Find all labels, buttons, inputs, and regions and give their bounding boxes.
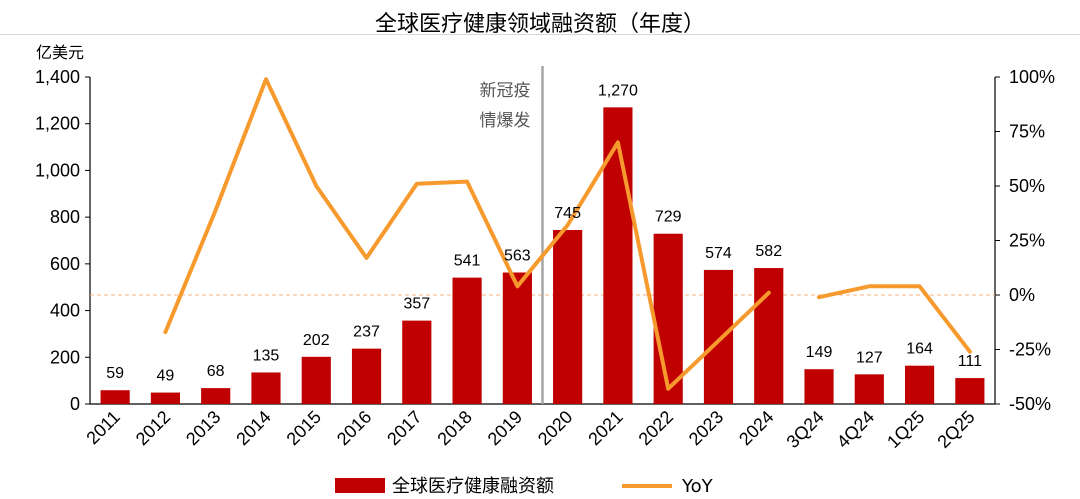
legend-line-label: YoY	[681, 476, 714, 497]
y2-tick-label: 0%	[1009, 285, 1035, 305]
data-label-2019: 563	[504, 247, 531, 264]
bar-2011	[100, 390, 130, 404]
data-label-2018: 541	[454, 253, 481, 270]
x-tick-label: 2020	[534, 407, 576, 449]
bar-1Q25	[905, 365, 935, 404]
y-axis-unit: 亿美元	[36, 43, 84, 62]
data-label-4Q24: 127	[856, 349, 883, 366]
legend-bar-swatch	[335, 478, 385, 493]
bar-2024	[754, 268, 784, 404]
y-tick-label: 0	[70, 394, 80, 414]
x-tick-label: 2012	[132, 407, 174, 449]
yoy-line-segment	[817, 284, 972, 354]
legend-bar-label: 全球医疗健康融资额	[392, 476, 554, 497]
data-label-2021: 1,270	[598, 82, 638, 99]
bar-2017	[402, 320, 432, 404]
chart-title: 全球医疗健康领域融资额（年度）	[374, 12, 705, 37]
x-tick-label: 2023	[685, 407, 727, 449]
data-label-2Q25: 111	[958, 353, 982, 370]
x-tick-label: 3Q24	[783, 407, 828, 452]
data-label-2024: 582	[755, 243, 782, 260]
y-tick-label: 1,400	[35, 67, 80, 87]
x-tick-label: 2018	[433, 407, 475, 449]
data-label-2023: 574	[705, 245, 732, 262]
y-tick-label: 800	[50, 207, 80, 227]
yoy-line-segment	[163, 77, 771, 391]
x-tick-label: 2019	[484, 407, 526, 449]
y2-tick-label: 50%	[1009, 176, 1045, 196]
bar-2022	[653, 233, 683, 404]
data-label-2022: 729	[655, 209, 682, 226]
x-tick-label: 2013	[182, 407, 224, 449]
y2-tick-label: 100%	[1009, 67, 1055, 87]
y2-tick-label: -25%	[1009, 340, 1051, 360]
x-tick-label: 2011	[82, 407, 124, 449]
bar-2020	[553, 229, 583, 404]
bar-2012	[150, 392, 180, 404]
data-label-2015: 202	[303, 332, 330, 349]
bar-3Q24	[804, 369, 834, 404]
bar-2Q25	[955, 378, 985, 404]
y-tick-label: 600	[50, 254, 80, 274]
bar-2013	[201, 388, 231, 404]
title-divider	[0, 34, 1080, 35]
x-tick-label: 2014	[232, 407, 274, 449]
covid-annotation: 情爆发	[480, 111, 531, 131]
x-tick-label: 2022	[635, 407, 677, 449]
x-tick-label: 1Q25	[883, 407, 928, 452]
data-label-1Q25: 164	[906, 341, 933, 358]
x-tick-label: 2015	[283, 407, 325, 449]
x-tick-label: 2024	[735, 407, 777, 449]
y2-tick-label: -50%	[1009, 394, 1051, 414]
data-label-2014: 135	[253, 347, 280, 364]
data-label-2016: 237	[353, 324, 380, 341]
data-label-2013: 68	[207, 363, 225, 380]
covid-annotation: 新冠疫	[480, 81, 531, 101]
bar-2015	[301, 356, 331, 404]
y-tick-label: 400	[50, 301, 80, 321]
y2-tick-label: 25%	[1009, 231, 1045, 251]
x-tick-label: 2017	[383, 407, 425, 449]
data-label-2012: 49	[157, 368, 175, 385]
data-label-3Q24: 149	[806, 344, 833, 361]
bar-2016	[351, 348, 382, 404]
bar-2014	[251, 372, 281, 404]
bar-2019	[502, 272, 532, 404]
y-tick-label: 1,200	[35, 114, 80, 134]
bar-2018	[452, 277, 482, 404]
y2-tick-label: 75%	[1009, 122, 1045, 142]
bar-4Q24	[854, 374, 884, 404]
x-tick-label: 2Q25	[933, 407, 978, 452]
x-tick-label: 4Q24	[833, 407, 878, 452]
y-tick-label: 1,000	[35, 160, 80, 180]
y-tick-label: 200	[50, 347, 80, 367]
x-tick-label: 2021	[584, 407, 626, 449]
data-label-2017: 357	[403, 296, 430, 313]
data-label-2011: 59	[106, 365, 124, 382]
bar-2023	[703, 269, 734, 404]
data-label-2020: 745	[554, 205, 581, 222]
x-tick-label: 2016	[333, 407, 375, 449]
